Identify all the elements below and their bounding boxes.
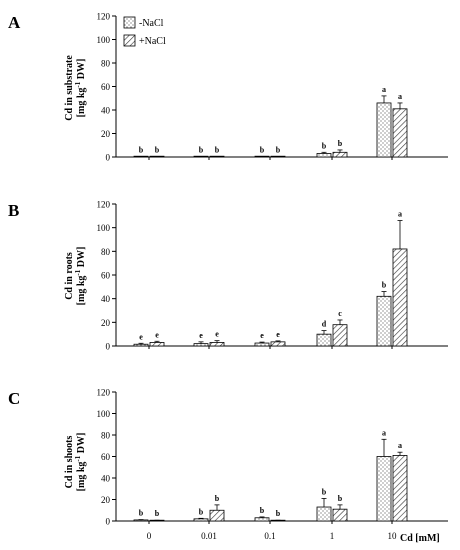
bar-a-minus-nacl-4 [376, 102, 392, 158]
significance-letter-a-minus-nacl-3: b [322, 141, 327, 150]
y-tick-label-c-5: 100 [97, 409, 111, 419]
significance-letter-c-minus-nacl-3: b [322, 487, 327, 496]
chart-panel-a: 0 20 40 60 80 100 120 b b b b a b b b b a [97, 12, 448, 163]
bar-b-minus-nacl-2 [254, 342, 270, 347]
y-tick-label-b-2: 40 [101, 294, 111, 304]
y-tick-label-b-3: 60 [101, 271, 111, 281]
bar-b-minus-nacl-3 [316, 333, 332, 347]
bar-c-minus-nacl-1 [193, 518, 209, 522]
bar-b-plus-nacl-4 [392, 248, 408, 347]
bar-c-minus-nacl-3 [316, 506, 332, 522]
y-tick-label-c-0: 0 [106, 517, 111, 527]
bar-c-plus-nacl-3 [332, 508, 348, 522]
bar-c-minus-nacl-4 [376, 456, 392, 522]
ylabel-a-line1: Cd in substrate [64, 55, 75, 121]
significance-letter-b-minus-nacl-4: b [382, 281, 387, 290]
legend: -NaCl +NaCl [123, 16, 166, 47]
y-tick-label-a-5: 100 [97, 35, 111, 45]
bar-b-minus-nacl-4 [376, 295, 392, 347]
ylabel-a-line2: [mg kg-1 DW] [74, 59, 87, 118]
significance-letter-a-plus-nacl-2: b [276, 145, 281, 154]
significance-letter-a-minus-nacl-1: b [199, 145, 204, 154]
legend-label-plus-nacl: +NaCl [139, 36, 166, 47]
significance-letter-b-minus-nacl-2: e [260, 331, 264, 340]
significance-letter-b-minus-nacl-1: e [199, 331, 203, 340]
bar-b-plus-nacl-2 [270, 341, 286, 347]
y-tick-label-c-3: 60 [101, 452, 111, 462]
y-tick-label-a-2: 40 [101, 106, 111, 116]
y-tick-label-b-1: 20 [101, 318, 111, 328]
significance-letter-b-plus-nacl-2: e [276, 330, 280, 339]
bar-b-plus-nacl-1 [209, 342, 225, 347]
significance-letter-c-minus-nacl-1: b [199, 507, 204, 516]
significance-letter-a-plus-nacl-1: b [215, 145, 220, 154]
y-tick-label-c-1: 20 [101, 495, 111, 505]
significance-letter-b-plus-nacl-0: e [155, 330, 159, 339]
significance-letter-a-plus-nacl-0: b [155, 145, 160, 154]
x-tick-label-4: 10 [388, 531, 398, 541]
x-tick-label-3: 1 [330, 531, 335, 541]
significance-letter-b-plus-nacl-3: c [338, 309, 342, 318]
bar-c-minus-nacl-2 [254, 517, 270, 522]
bar-c-plus-nacl-4 [392, 455, 408, 522]
y-tick-label-a-6: 120 [97, 12, 111, 22]
ylabel-c-line1: Cd in shoots [64, 436, 75, 489]
legend-swatch-minus-nacl [123, 16, 136, 29]
bar-c-plus-nacl-1 [209, 509, 225, 522]
panel-label-c: C [8, 389, 20, 408]
significance-letter-b-plus-nacl-4: a [398, 210, 402, 219]
x-tick-label-2: 0.1 [264, 531, 275, 541]
ylabel-b-line2: [mg kg-1 DW] [74, 247, 87, 306]
y-tick-label-c-2: 40 [101, 474, 111, 484]
significance-letter-b-minus-nacl-0: e [139, 332, 143, 341]
legend-label-minus-nacl: -NaCl [139, 18, 164, 29]
y-tick-label-a-4: 80 [101, 59, 111, 69]
significance-letter-a-plus-nacl-3: b [338, 139, 343, 148]
significance-letter-c-minus-nacl-0: b [139, 509, 144, 518]
ylabel-b-line1: Cd in roots [64, 252, 75, 300]
significance-letter-c-plus-nacl-2: b [276, 509, 281, 518]
y-tick-label-c-4: 80 [101, 431, 111, 441]
chart-panel-c: 0 20 40 60 80 100 120 0 0.01 0.1 1 10 b b b b a b b b b a [97, 388, 448, 541]
significance-letter-a-minus-nacl-4: a [382, 85, 386, 94]
significance-letter-c-minus-nacl-2: b [260, 506, 265, 515]
x-tick-label-0: 0 [147, 531, 152, 541]
significance-letter-a-minus-nacl-2: b [260, 145, 265, 154]
bar-a-plus-nacl-3 [332, 151, 348, 158]
significance-letter-c-plus-nacl-0: b [155, 509, 160, 518]
significance-letter-b-plus-nacl-1: e [215, 330, 219, 339]
y-tick-label-a-1: 20 [101, 129, 111, 139]
y-tick-label-b-5: 100 [97, 223, 111, 233]
significance-letter-c-minus-nacl-4: a [382, 428, 386, 437]
bar-a-plus-nacl-4 [392, 108, 408, 158]
ylabel-c-line2: [mg kg-1 DW] [74, 433, 87, 492]
y-tick-label-b-0: 0 [106, 342, 111, 352]
bar-a-minus-nacl-3 [316, 153, 332, 158]
panel-label-b: B [8, 201, 19, 220]
legend-swatch-plus-nacl [123, 34, 136, 47]
x-axis-title: Cd [mM] [400, 533, 440, 544]
y-tick-label-c-6: 120 [97, 388, 111, 398]
bar-b-plus-nacl-3 [332, 324, 348, 347]
bar-c-minus-nacl-0 [133, 519, 149, 522]
bar-b-minus-nacl-0 [133, 343, 149, 347]
y-tick-label-b-4: 80 [101, 247, 111, 257]
significance-letter-c-plus-nacl-3: b [338, 494, 343, 503]
significance-letter-c-plus-nacl-4: a [398, 441, 402, 450]
bar-b-plus-nacl-0 [149, 342, 165, 347]
y-tick-label-b-6: 120 [97, 200, 111, 210]
significance-letter-c-plus-nacl-1: b [215, 494, 220, 503]
panel-label-a: A [8, 13, 21, 32]
x-tick-label-1: 0.01 [201, 531, 217, 541]
significance-letter-a-plus-nacl-4: a [398, 92, 402, 101]
significance-letter-a-minus-nacl-0: b [139, 145, 144, 154]
bar-b-minus-nacl-1 [193, 343, 209, 347]
y-tick-label-a-0: 0 [106, 153, 111, 163]
y-tick-label-a-3: 60 [101, 82, 111, 92]
chart-panel-b: 0 20 40 60 80 100 120 e e e d b e e e c a [97, 200, 448, 352]
significance-letter-b-minus-nacl-3: d [322, 320, 327, 329]
